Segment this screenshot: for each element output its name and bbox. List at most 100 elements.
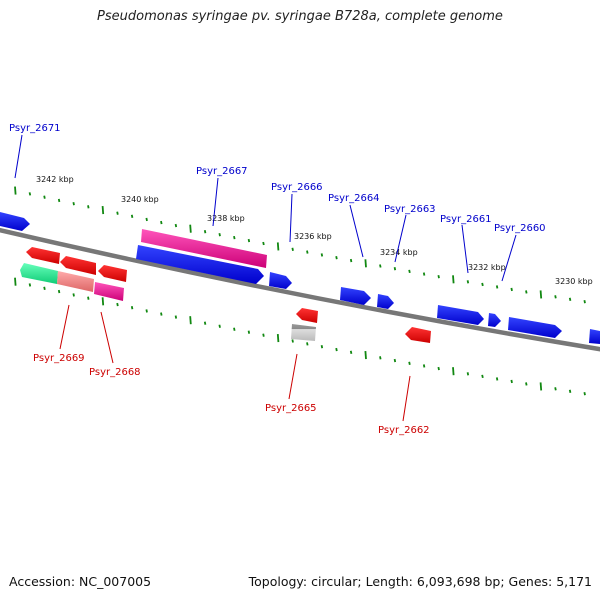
scale-label: 3232 kbp — [468, 263, 506, 272]
minor-tick — [218, 232, 221, 237]
major-tick — [276, 242, 280, 251]
minor-tick — [306, 342, 309, 346]
gene-psyr-2661[interactable] — [437, 305, 501, 327]
gene-psyr-2660[interactable] — [508, 317, 600, 344]
minor-tick — [291, 247, 294, 251]
gene-psyr-2666[interactable] — [269, 272, 292, 289]
major-tick — [452, 367, 455, 376]
minor-tick — [247, 330, 251, 334]
major-tick — [189, 316, 192, 325]
major-tick — [14, 277, 17, 286]
minor-tick — [568, 297, 572, 301]
gene-label-psyr-2665[interactable]: Psyr_2665 — [265, 403, 317, 414]
gene-label-psyr-2663[interactable]: Psyr_2663 — [384, 204, 436, 215]
gene-label-psyr-2668[interactable]: Psyr_2668 — [89, 367, 141, 378]
minor-tick — [87, 296, 90, 300]
map-title: Pseudomonas syringae pv. syringae B728a,… — [97, 9, 503, 24]
major-tick — [539, 382, 543, 391]
gene-psyr-2667[interactable] — [136, 229, 267, 284]
major-tick — [452, 275, 455, 284]
minor-tick — [525, 290, 528, 294]
lower-scale-ticks — [14, 277, 586, 396]
minor-tick — [495, 285, 499, 289]
scale-label: 3236 kbp — [294, 232, 332, 241]
topology-text: Topology: circular; Length: 6,093,698 bp… — [248, 574, 592, 589]
upper-scale-ticks — [14, 186, 586, 304]
gene-label-psyr-2661[interactable]: Psyr_2661 — [440, 214, 492, 225]
minor-tick — [130, 214, 134, 219]
minor-tick — [72, 293, 75, 297]
major-tick — [101, 297, 105, 306]
gene-psyr-2668[interactable] — [94, 265, 127, 301]
major-tick — [14, 186, 17, 195]
minor-tick — [583, 299, 586, 304]
minor-tick — [87, 205, 90, 209]
minor-tick — [233, 327, 236, 331]
major-tick — [364, 259, 367, 268]
minor-tick — [510, 287, 513, 292]
gene-label-psyr-2666[interactable]: Psyr_2666 — [271, 182, 323, 193]
minor-tick — [160, 220, 163, 225]
gene-label-psyr-2671[interactable]: Psyr_2671 — [9, 123, 61, 134]
minor-tick — [349, 350, 353, 355]
accession-text: Accession: NC_007005 — [9, 574, 152, 589]
minor-tick — [43, 195, 46, 199]
major-tick — [364, 351, 367, 360]
gene-label-psyr-2662[interactable]: Psyr_2662 — [378, 425, 430, 436]
minor-tick — [320, 345, 324, 349]
genome-backbone — [0, 227, 600, 352]
minor-tick — [495, 377, 499, 381]
minor-tick — [262, 333, 265, 337]
minor-tick — [379, 264, 382, 268]
minor-tick — [233, 235, 236, 240]
gene-psyr-2671[interactable] — [0, 212, 30, 231]
scale-label: 3234 kbp — [380, 248, 418, 257]
gene-label-psyr-2667[interactable]: Psyr_2667 — [196, 166, 248, 177]
minor-tick — [306, 250, 309, 254]
minor-tick — [203, 229, 207, 234]
minor-tick — [554, 387, 557, 391]
minor-tick — [408, 361, 411, 365]
gene-psyr-2664[interactable] — [340, 287, 371, 305]
gene-label-psyr-2660[interactable]: Psyr_2660 — [494, 223, 546, 234]
minor-tick — [247, 238, 251, 243]
minor-tick — [145, 217, 148, 222]
minor-tick — [291, 339, 294, 343]
minor-tick — [481, 282, 484, 287]
minor-tick — [335, 347, 338, 352]
minor-tick — [422, 272, 426, 276]
gene-psyr-2669[interactable] — [20, 247, 96, 292]
major-tick — [539, 290, 543, 299]
gene-psyr-2662[interactable] — [405, 327, 431, 343]
minor-tick — [116, 302, 119, 307]
minor-tick — [72, 201, 75, 206]
minor-tick — [349, 258, 353, 263]
minor-tick — [437, 366, 440, 371]
minor-tick — [554, 295, 557, 299]
scale-label: 3230 kbp — [555, 277, 593, 286]
minor-tick — [57, 198, 61, 203]
gene-label-psyr-2664[interactable]: Psyr_2664 — [328, 193, 380, 204]
minor-tick — [57, 289, 61, 294]
minor-tick — [28, 283, 32, 287]
minor-tick — [160, 312, 163, 316]
minor-tick — [174, 315, 178, 319]
minor-tick — [218, 324, 221, 328]
gene-label-psyr-2669[interactable]: Psyr_2669 — [33, 353, 85, 364]
minor-tick — [466, 280, 470, 284]
minor-tick — [408, 269, 411, 274]
minor-tick — [379, 356, 382, 360]
major-tick — [276, 334, 280, 343]
minor-tick — [422, 364, 426, 368]
minor-tick — [43, 286, 46, 290]
minor-tick — [525, 382, 528, 386]
minor-tick — [466, 372, 470, 376]
minor-tick — [320, 253, 324, 257]
minor-tick — [28, 192, 32, 196]
minor-tick — [130, 306, 134, 310]
minor-tick — [174, 223, 178, 228]
minor-tick — [262, 241, 265, 246]
gene-psyr-2665[interactable] — [291, 308, 318, 341]
gene-psyr-2663[interactable] — [377, 294, 394, 309]
